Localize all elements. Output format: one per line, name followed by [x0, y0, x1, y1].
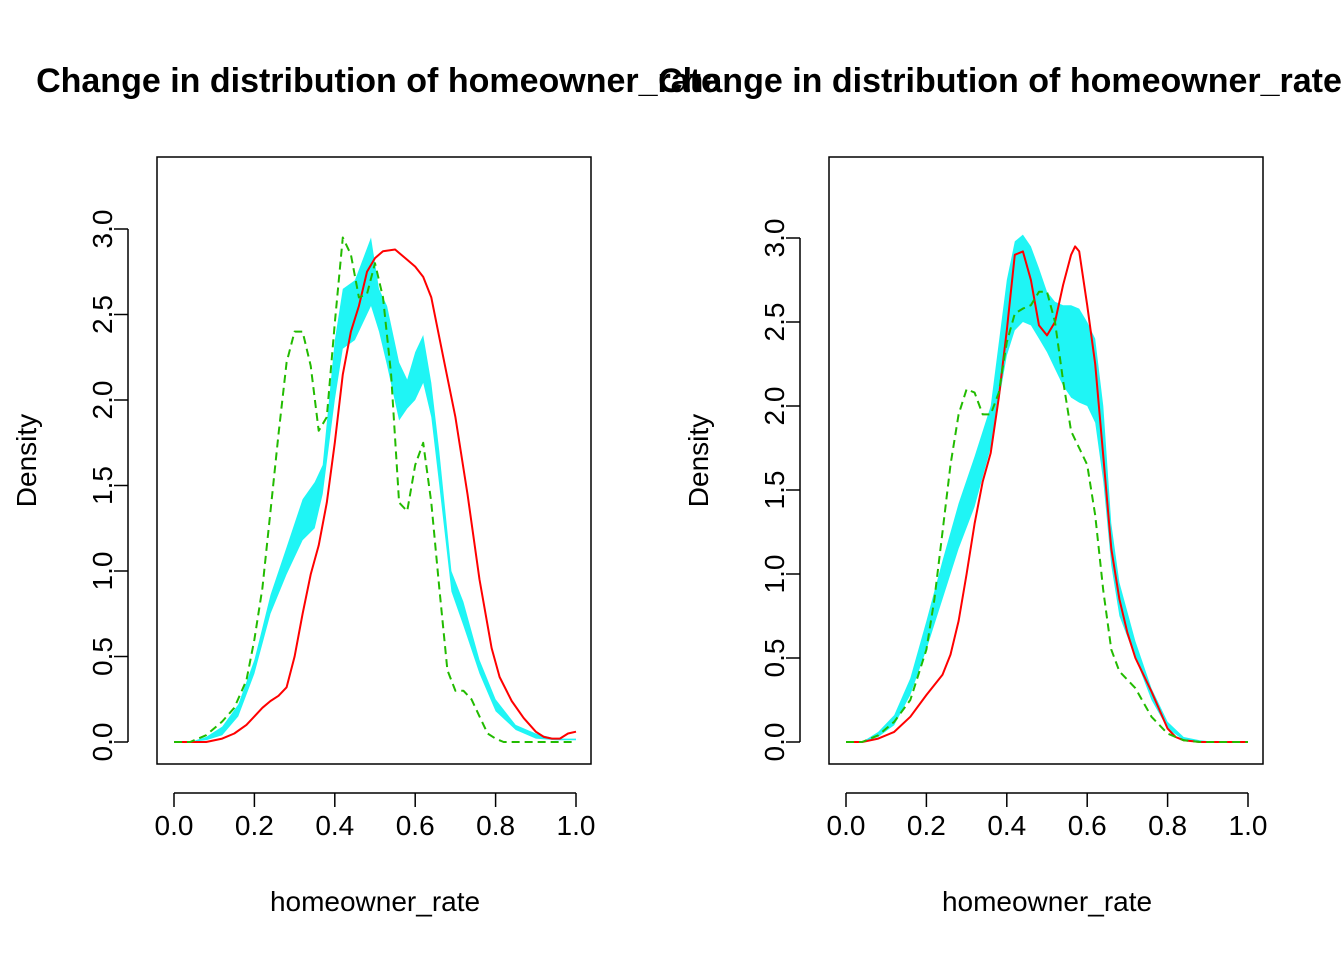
y-tick-label: 1.0 [759, 555, 790, 594]
y-tick-label: 1.5 [759, 471, 790, 510]
confidence-band [190, 237, 576, 742]
y-tick-label: 3.0 [87, 210, 118, 249]
y-tick-label: 1.0 [87, 552, 118, 591]
plot-frame [828, 156, 1264, 765]
x-tick-label: 0.2 [907, 810, 946, 841]
y-tick-label: 0.5 [759, 639, 790, 678]
x-tick-label: 1.0 [557, 810, 596, 841]
chart-title: Change in distribution of homeowner_rate [658, 62, 1342, 100]
series-dashed-line [846, 290, 1248, 743]
x-tick-label: 0.6 [1068, 810, 1107, 841]
y-tick-label: 1.5 [87, 466, 118, 505]
y-tick-label: 3.0 [759, 219, 790, 258]
x-tick-label: 0.0 [155, 810, 194, 841]
y-axis-title: Density [11, 414, 42, 507]
x-axis-title: homeowner_rate [942, 886, 1152, 917]
x-tick-label: 0.8 [476, 810, 515, 841]
y-tick-label: 0.0 [759, 723, 790, 762]
panel-right: Change in distribution of homeowner_rate… [658, 62, 1342, 917]
x-tick-label: 0.6 [396, 810, 435, 841]
x-tick-label: 0.8 [1148, 810, 1187, 841]
y-tick-label: 2.5 [759, 303, 790, 342]
series-solid-line [174, 248, 577, 743]
y-tick-label: 2.5 [87, 295, 118, 334]
chart-title: Change in distribution of homeowner_rate [36, 62, 720, 100]
x-tick-label: 0.2 [235, 810, 274, 841]
x-tick-label: 0.4 [315, 810, 354, 841]
panel-left: Change in distribution of homeowner_rate… [11, 62, 720, 917]
y-tick-label: 2.0 [87, 381, 118, 420]
y-tick-label: 0.5 [87, 637, 118, 676]
confidence-band [862, 234, 1248, 742]
x-axis-title: homeowner_rate [270, 886, 480, 917]
y-axis-title: Density [683, 414, 714, 507]
x-tick-label: 0.0 [827, 810, 866, 841]
plot-frame [156, 156, 592, 765]
x-tick-label: 0.4 [987, 810, 1026, 841]
y-tick-label: 2.0 [759, 387, 790, 426]
y-tick-label: 0.0 [87, 723, 118, 762]
series-dashed-line [174, 236, 576, 743]
x-tick-label: 1.0 [1229, 810, 1268, 841]
series-solid-line [846, 245, 1248, 743]
